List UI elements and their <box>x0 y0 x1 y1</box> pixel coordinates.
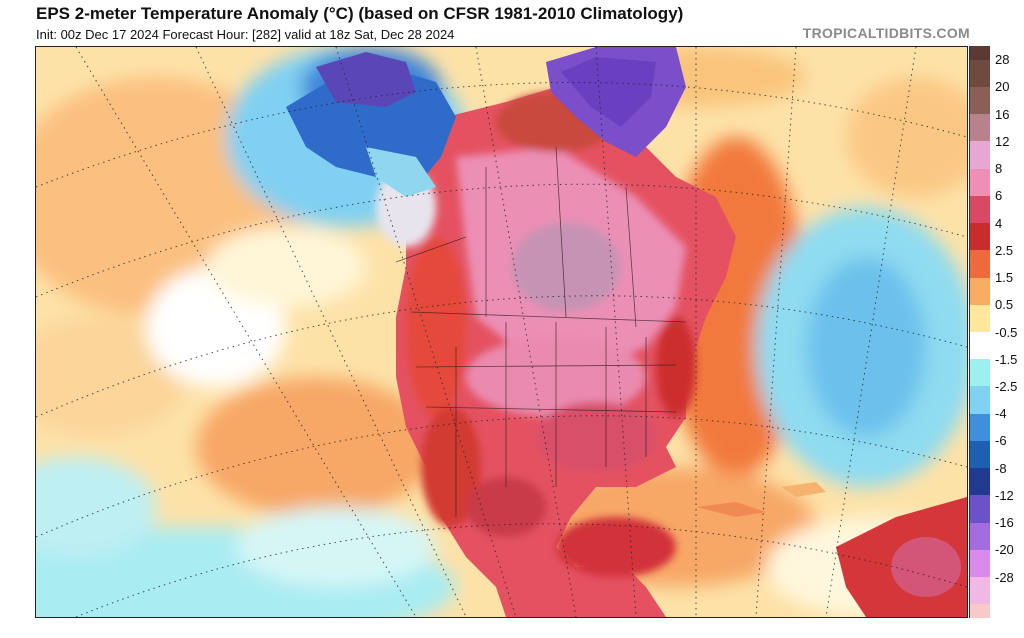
colorbar-cell <box>969 386 990 415</box>
colorbar-label: -2.5 <box>995 378 1018 394</box>
colorbar-label: 16 <box>995 106 1010 122</box>
colorbar-cell <box>969 223 990 251</box>
colorbar-cell <box>969 86 990 115</box>
colorbar-label: -12 <box>995 487 1014 503</box>
colorbar-cell <box>969 549 990 578</box>
colorbar-cell <box>969 468 990 496</box>
colorbar-label: 2.5 <box>995 242 1014 258</box>
colorbar-cell <box>969 413 990 442</box>
colorbar-label: 12 <box>995 133 1010 149</box>
colorbar-label: -1.5 <box>995 351 1018 367</box>
colorbar-label: 0.5 <box>995 297 1014 313</box>
colorbar-cell <box>969 114 990 142</box>
forecast-info: Init: 00z Dec 17 2024 Forecast Hour: [28… <box>36 27 455 42</box>
colorbar-label: -0.5 <box>995 324 1018 340</box>
colorbar-label: -20 <box>995 542 1014 558</box>
colorbar-cell <box>969 277 990 306</box>
colorbar-cell <box>969 195 990 224</box>
colorbar-label: -8 <box>995 460 1007 476</box>
colorbar-cell <box>969 522 990 551</box>
colorbar-cell <box>969 440 990 469</box>
lat-lon-graticule <box>36 47 967 617</box>
colorbar-label: 4 <box>995 215 1003 231</box>
colorbar-label: 1.5 <box>995 270 1014 286</box>
ocean-anomaly-fields <box>36 47 967 617</box>
colorbar-label: -6 <box>995 433 1007 449</box>
colorbar-cell <box>969 359 990 387</box>
anomaly-map[interactable] <box>35 46 968 618</box>
colorbar-label: 20 <box>995 79 1010 95</box>
colorbar-label: -4 <box>995 406 1007 422</box>
colorbar-label: -28 <box>995 569 1014 585</box>
colorbar-cell <box>969 141 990 170</box>
site-brand: TROPICALTIDBITS.COM <box>802 25 970 41</box>
colorbar-label: 6 <box>995 188 1003 204</box>
colorbar-cell-bottom <box>969 604 990 618</box>
colorbar-cell <box>969 495 990 524</box>
colorbar-label: 8 <box>995 161 1003 177</box>
land-anomaly-fields <box>286 47 967 617</box>
map-title: EPS 2-meter Temperature Anomaly (°C) (ba… <box>36 4 684 23</box>
colorbar-cell <box>969 304 990 333</box>
colorbar-cell <box>969 168 990 197</box>
colorbar-label: -16 <box>995 515 1014 531</box>
colorbar-label: 28 <box>995 52 1010 68</box>
colorbar-cell <box>969 577 990 605</box>
colorbar-legend: 28 20 16 12 8 6 4 2.5 1.5 0.5 -0.5 -1.5 -2.5 -4 -6 -8 -1… <box>969 46 1024 618</box>
colorbar-cell-top <box>969 46 990 60</box>
colorbar-cell <box>969 59 990 88</box>
political-borders <box>395 146 687 517</box>
colorbar-cell <box>969 250 990 279</box>
colorbar-cell <box>969 332 990 360</box>
